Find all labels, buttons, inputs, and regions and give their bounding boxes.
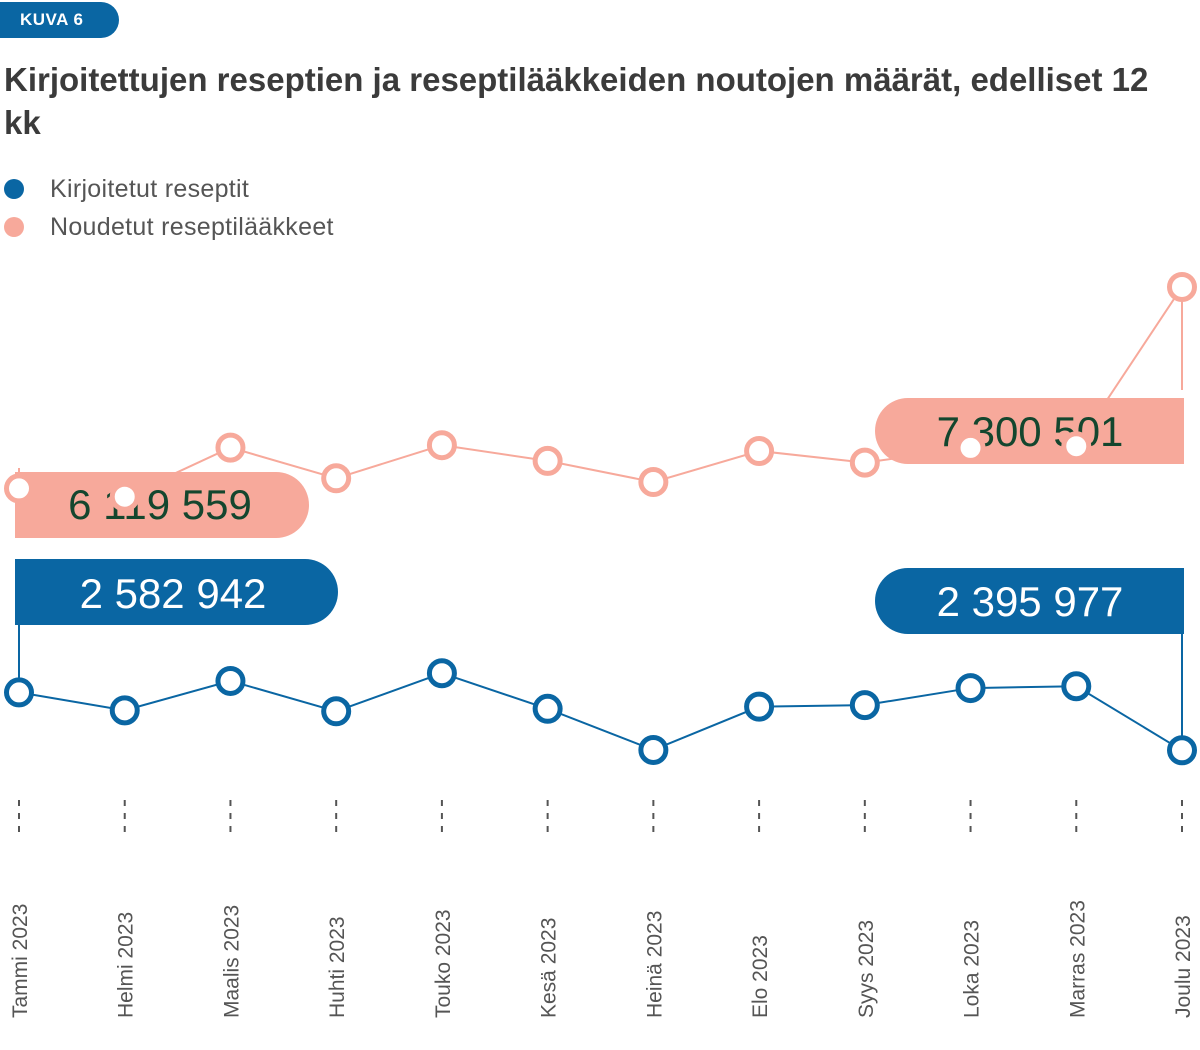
x-tick-label-6: Heinä 2023 xyxy=(643,911,666,1018)
salmon-first-label: 6 119 559 xyxy=(68,481,252,528)
salmon-point-5 xyxy=(532,445,563,476)
blue-point-4 xyxy=(426,658,457,689)
salmon-last-label-box xyxy=(875,398,1184,464)
legend-label-kirjoitetut: Kirjoitetut reseptit xyxy=(50,174,250,203)
blue-first-label-box xyxy=(15,559,338,625)
salmon-point-8 xyxy=(849,447,880,478)
legend-label-noudetut: Noudetut reseptilääkkeet xyxy=(50,212,334,241)
blue-point-5 xyxy=(532,693,563,724)
salmon-point-6 xyxy=(638,467,669,498)
salmon-point-0 xyxy=(4,473,34,504)
x-tick-label-5: Kesä 2023 xyxy=(538,918,561,1018)
legend: Kirjoitetut reseptit Noudetut reseptilää… xyxy=(4,170,334,246)
blue-point-11 xyxy=(1167,735,1197,766)
blue-last-label: 2 395 977 xyxy=(937,578,1124,625)
x-tick-label-1: Helmi 2023 xyxy=(115,912,138,1018)
salmon-point-10 xyxy=(1061,431,1092,462)
chart-title: Kirjoitettujen reseptien ja reseptilääkk… xyxy=(4,61,1149,141)
x-tick-label-10: Marras 2023 xyxy=(1066,900,1089,1018)
salmon-point-1 xyxy=(109,481,140,512)
blue-point-9 xyxy=(955,673,986,704)
blue-point-1 xyxy=(109,695,140,726)
blue-first-label: 2 582 942 xyxy=(80,570,267,617)
blue-point-2 xyxy=(215,665,246,696)
blue-point-0 xyxy=(4,677,34,708)
blue-point-3 xyxy=(321,696,352,727)
salmon-point-11 xyxy=(1167,271,1197,302)
salmon-point-9 xyxy=(955,432,986,463)
blue-last-label-box xyxy=(875,568,1184,634)
legend-dot-salmon xyxy=(4,217,24,237)
series-line-1 xyxy=(18,286,1183,498)
x-tick-label-9: Loka 2023 xyxy=(961,920,984,1018)
x-tick-label-11: Joulu 2023 xyxy=(1172,915,1195,1018)
figure-badge: KUVA 6 xyxy=(0,2,120,38)
legend-item-noudetut: Noudetut reseptilääkkeet xyxy=(4,208,334,246)
salmon-point-3 xyxy=(321,463,352,494)
salmon-point-4 xyxy=(426,430,457,461)
salmon-first-label-box xyxy=(15,472,309,538)
blue-point-8 xyxy=(849,690,880,721)
legend-dot-blue xyxy=(4,179,24,199)
blue-point-6 xyxy=(638,734,669,765)
x-tick-label-2: Maalis 2023 xyxy=(220,905,243,1018)
salmon-point-2 xyxy=(215,432,246,463)
blue-point-7 xyxy=(744,691,775,722)
legend-item-kirjoitetut: Kirjoitetut reseptit xyxy=(4,170,334,208)
x-tick-label-8: Syys 2023 xyxy=(855,920,878,1018)
x-tick-label-0: Tammi 2023 xyxy=(9,904,32,1018)
blue-point-10 xyxy=(1061,671,1092,702)
series-line-0 xyxy=(18,672,1183,752)
x-tick-label-4: Touko 2023 xyxy=(432,909,455,1018)
x-tick-label-7: Elo 2023 xyxy=(749,935,772,1018)
x-tick-label-3: Huhti 2023 xyxy=(326,916,349,1018)
salmon-point-7 xyxy=(744,435,775,466)
